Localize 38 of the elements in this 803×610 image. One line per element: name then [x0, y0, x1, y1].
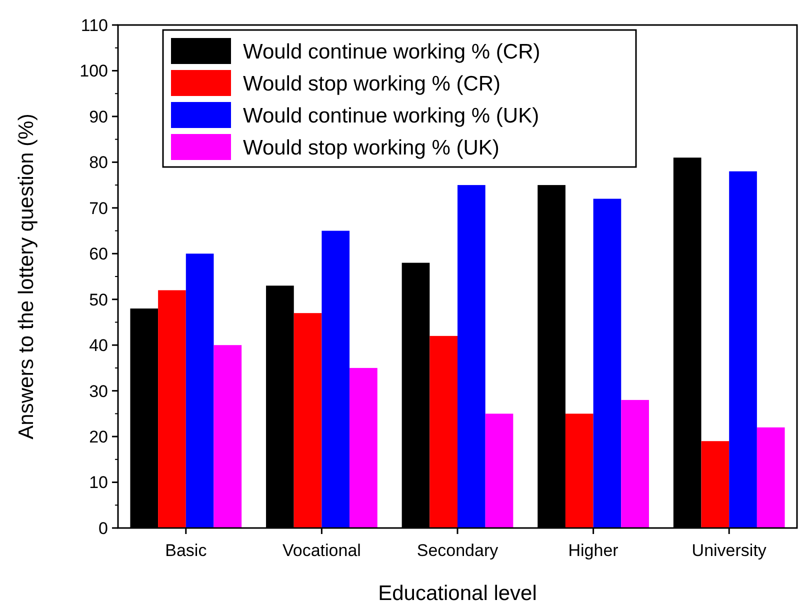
- y-tick-label: 60: [89, 244, 108, 264]
- y-tick-label: 50: [89, 290, 108, 310]
- y-tick-label: 90: [89, 107, 108, 126]
- bar: [756, 427, 785, 528]
- y-tick-label: 80: [89, 153, 108, 172]
- bar: [621, 400, 649, 528]
- legend-label: Would stop working % (CR): [243, 72, 501, 96]
- bar: [701, 441, 730, 528]
- bar: [214, 345, 242, 528]
- x-tick-label: Vocational: [282, 541, 361, 560]
- x-axis-title: Educational level: [378, 582, 537, 605]
- bar: [593, 198, 622, 528]
- y-axis-title: Answers to the lottery question (%): [15, 114, 38, 440]
- x-tick-label: Basic: [165, 541, 208, 560]
- bar: [322, 230, 350, 528]
- y-tick-label: 40: [89, 336, 108, 356]
- bar: [186, 254, 214, 528]
- y-tick-label: 10: [89, 473, 108, 492]
- bar: [294, 313, 322, 528]
- bar: [729, 171, 757, 528]
- y-tick-label: 30: [89, 382, 108, 401]
- bar: [350, 368, 378, 528]
- bar: [458, 185, 486, 528]
- bar: [485, 414, 514, 528]
- y-tick-label: 20: [89, 427, 108, 446]
- y-tick-label: 70: [89, 198, 108, 218]
- x-tick-label: Higher: [568, 541, 619, 560]
- legend-label: Would continue working % (UK): [243, 104, 540, 128]
- y-tick-label: 0: [98, 518, 108, 538]
- y-tick-label: 100: [80, 62, 108, 81]
- y-tick-label: 110: [80, 16, 108, 35]
- x-tick-label: University: [692, 541, 767, 560]
- bar: [158, 290, 186, 528]
- bar: [565, 414, 594, 528]
- legend-label: Would stop working % (UK): [243, 136, 500, 160]
- bar: [430, 336, 458, 528]
- legend-label: Would continue working % (CR): [243, 40, 540, 64]
- x-tick-label: Secondary: [416, 541, 499, 560]
